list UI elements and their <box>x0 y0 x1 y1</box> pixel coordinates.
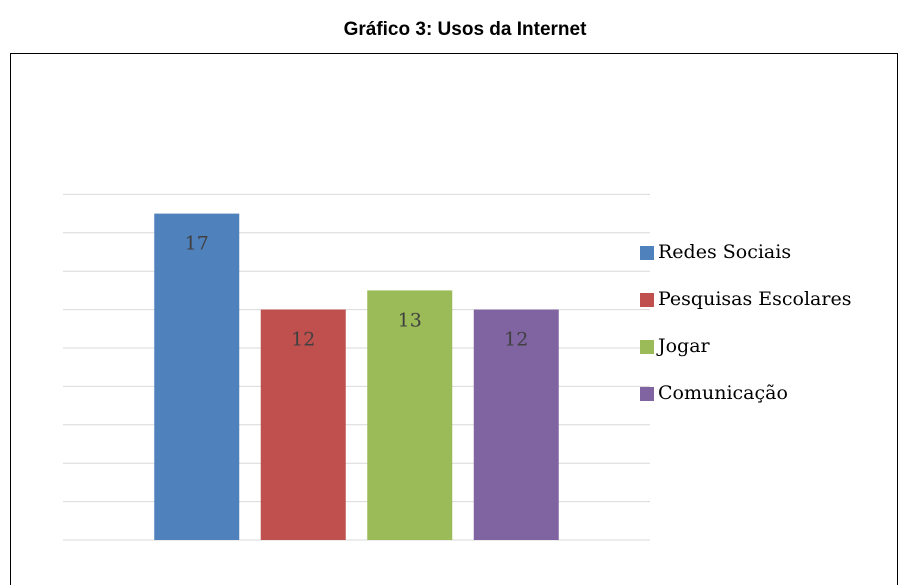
legend-swatch <box>640 387 654 401</box>
data-label: 12 <box>291 329 315 351</box>
legend-swatch <box>640 340 654 354</box>
chart-title: Gráfico 3: Usos da Internet <box>344 19 588 40</box>
bar <box>367 290 453 540</box>
data-label: 12 <box>504 329 528 351</box>
bar <box>154 213 240 540</box>
legend-label: Comunicação <box>658 382 788 404</box>
legend-swatch <box>640 246 654 260</box>
legend-swatch <box>640 293 654 307</box>
bar <box>260 309 346 540</box>
legend-label: Pesquisas Escolares <box>658 288 851 310</box>
legend-label: Jogar <box>656 335 711 357</box>
bar <box>473 309 559 540</box>
legend-label: Redes Sociais <box>658 241 791 263</box>
data-label: 17 <box>185 233 209 255</box>
data-label: 13 <box>398 309 422 331</box>
chart-frame <box>10 53 898 585</box>
